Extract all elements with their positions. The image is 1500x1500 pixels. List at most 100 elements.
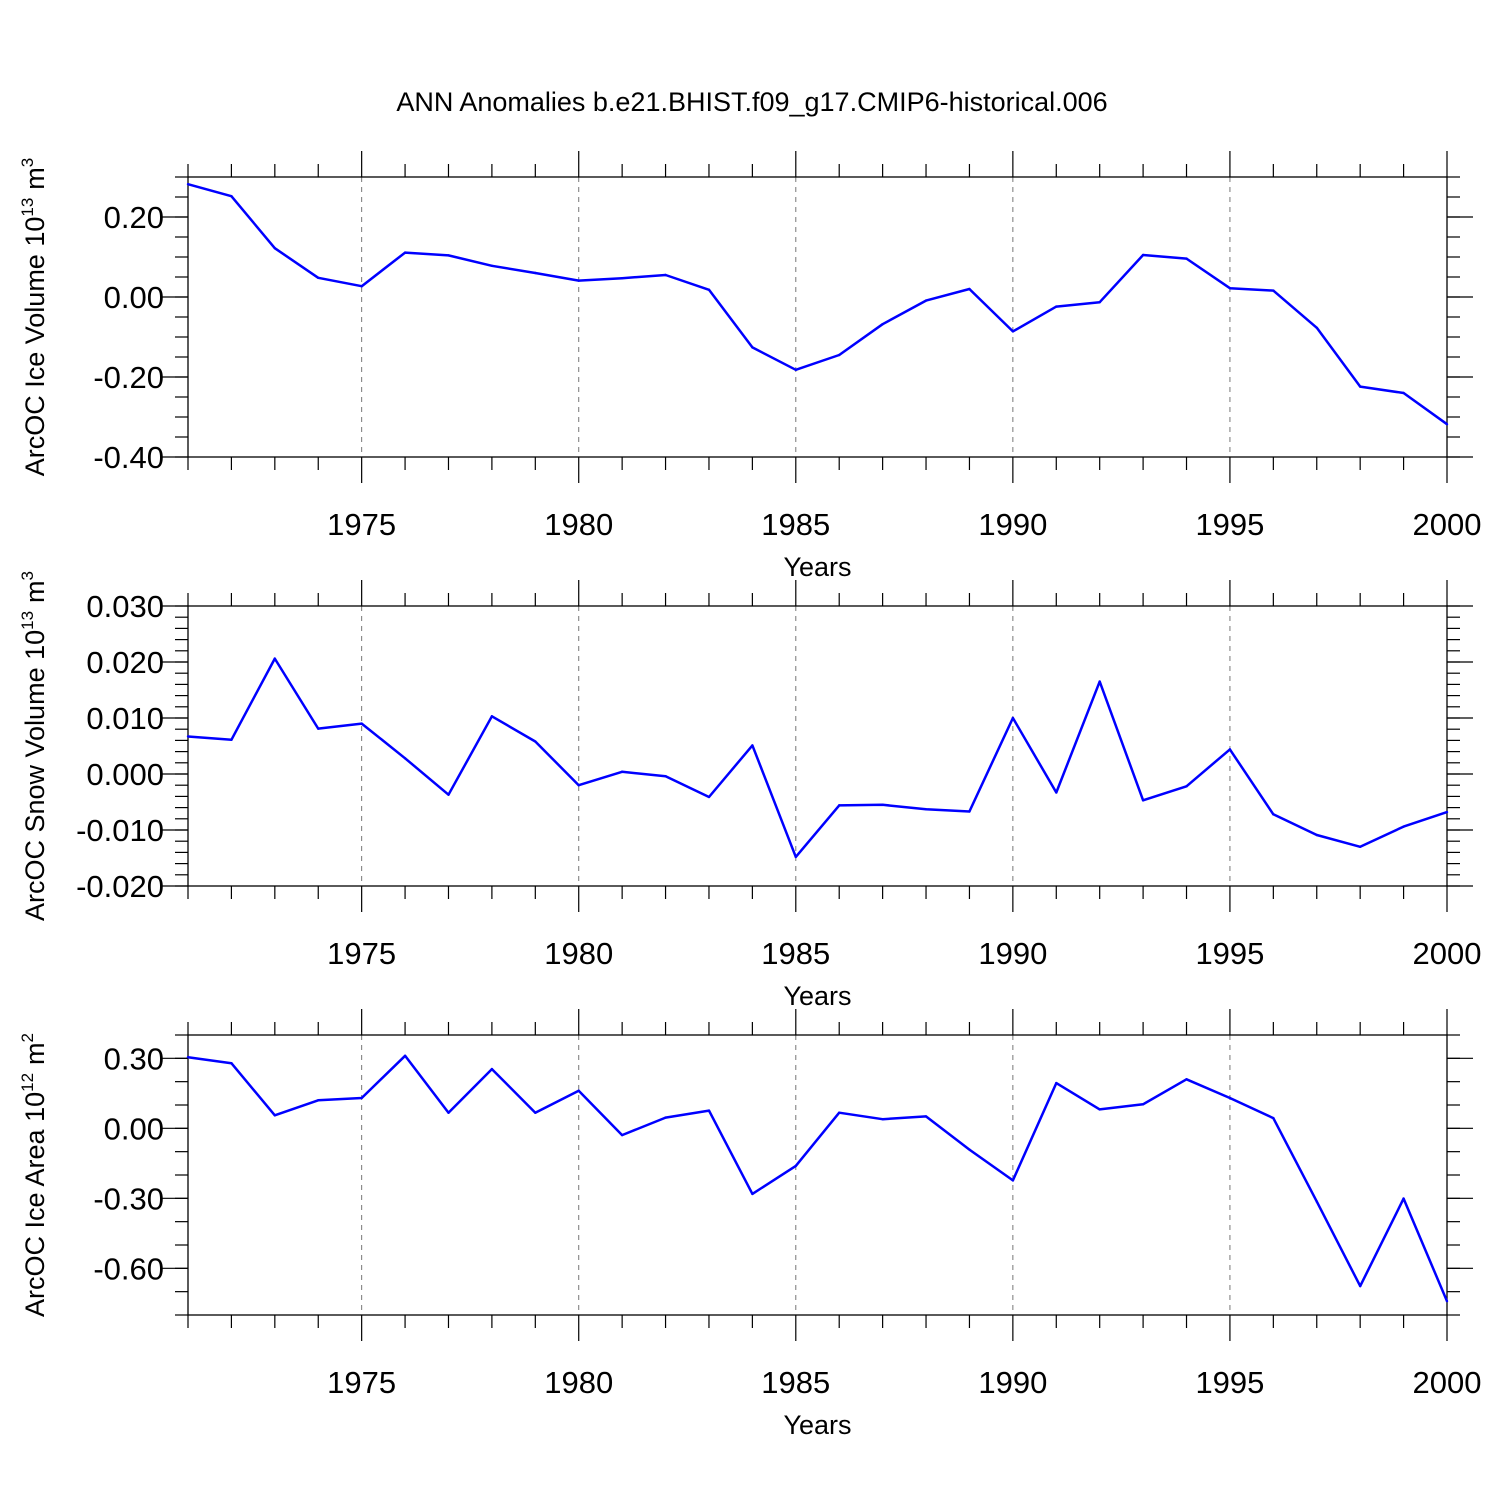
data-point: [1402, 391, 1405, 395]
y-tick-label: 0.000: [86, 757, 164, 792]
data-point: [273, 657, 277, 660]
data-point: [1272, 813, 1275, 816]
data-point: [664, 775, 667, 778]
data-point: [273, 247, 277, 250]
data-point: [1445, 423, 1449, 426]
y-axis-title-unit-exponent: 3: [18, 571, 37, 580]
data-point: [1098, 680, 1101, 683]
data-point: [534, 740, 537, 743]
data-point: [534, 271, 537, 275]
x-tick-label: 1980: [544, 507, 613, 542]
data-point: [230, 1062, 233, 1065]
data-point: [707, 288, 711, 291]
data-point: [1402, 1197, 1405, 1200]
figure-title: ANN Anomalies b.e21.BHIST.f09_g17.CMIP6-…: [396, 87, 1107, 117]
x-tick-label: 2000: [1413, 1365, 1482, 1400]
y-tick-label: 0.00: [104, 280, 164, 315]
x-tick-label: 1985: [761, 1365, 830, 1400]
data-point: [881, 1118, 884, 1121]
data-point: [1228, 287, 1232, 290]
y-axis-title-unit: m: [20, 1042, 50, 1065]
x-tick-label: 2000: [1413, 507, 1482, 542]
y-axis-title-base: ArcOC Ice Volume 10: [20, 217, 50, 477]
data-point: [230, 195, 233, 198]
data-point: [1228, 1096, 1232, 1100]
data-point: [230, 738, 233, 742]
panel-1: -0.40 -0.20 0.00 0.20 1975 1980 1985 1990 1995 20…: [18, 151, 1481, 582]
x-tick-label: 1985: [761, 936, 830, 971]
data-point: [881, 323, 884, 326]
x-tick-label: 1995: [1195, 1365, 1264, 1400]
y-axis-title-unit-exponent: 2: [18, 1033, 37, 1042]
panel-2: -0.020 -0.010 0.000 0.010 0.020 0.030 1975 1980…: [18, 571, 1481, 1011]
y-tick-label: 0.00: [104, 1111, 164, 1146]
data-point: [577, 279, 580, 282]
data-point: [1402, 825, 1405, 828]
data-point: [273, 1114, 277, 1117]
y-axis-title: ArcOC Ice Area 1012 m2: [18, 1033, 50, 1317]
data-point: [1011, 716, 1015, 720]
data-point: [360, 285, 363, 288]
y-axis-title-exponent: 13: [18, 611, 37, 630]
data-point: [1098, 301, 1101, 304]
data-point: [924, 1115, 928, 1118]
data-point: [1445, 810, 1449, 814]
y-tick-label: 0.020: [86, 645, 164, 680]
x-tick-label: 1980: [544, 1365, 613, 1400]
data-point: [1358, 1284, 1362, 1288]
data-point: [707, 795, 711, 799]
data-point: [403, 251, 407, 254]
plot-frame: [187, 605, 1448, 887]
x-tick-label: 1975: [327, 1365, 396, 1400]
data-point: [490, 264, 494, 267]
data-point: [620, 770, 624, 773]
data-point: [1141, 1103, 1145, 1106]
data-point: [707, 1109, 711, 1112]
x-axis-title: Years: [783, 552, 851, 582]
x-axis-title: Years: [783, 1410, 851, 1440]
data-point: [1445, 1300, 1449, 1303]
data-point: [620, 1133, 624, 1137]
data-point: [838, 353, 841, 357]
plot-frame: [187, 1034, 1448, 1316]
data-point: [1228, 748, 1232, 751]
y-axis-title-unit-exponent: 3: [18, 158, 37, 167]
data-point: [447, 793, 450, 796]
x-tick-label: 1985: [761, 507, 830, 542]
data-point: [664, 273, 667, 277]
data-point: [1055, 791, 1058, 794]
data-point: [1272, 289, 1275, 292]
data-point: [360, 1096, 363, 1100]
panel-3: -0.60 -0.30 0.00 0.30 1975 1980 1985 1990 1995 20…: [18, 1009, 1481, 1440]
data-point: [577, 1089, 580, 1092]
data-point: [447, 254, 450, 257]
data-point: [924, 808, 928, 811]
data-point: [751, 1192, 754, 1196]
y-tick-label: -0.010: [76, 813, 164, 848]
y-axis-title-base: ArcOC Ice Area 10: [20, 1092, 50, 1317]
data-point: [1185, 785, 1188, 788]
x-tick-label: 1990: [978, 936, 1047, 971]
data-point: [447, 1111, 450, 1114]
data-point: [403, 1054, 407, 1057]
data-point: [794, 368, 797, 371]
y-axis-title-exponent: 13: [18, 198, 37, 217]
data-point: [838, 1111, 841, 1114]
data-point: [490, 715, 494, 718]
y-tick-label: 0.010: [86, 701, 164, 736]
data-point: [577, 784, 580, 787]
data-point: [317, 1099, 320, 1102]
data-point: [317, 276, 320, 279]
y-tick-label: -0.020: [76, 869, 164, 904]
data-point: [1315, 833, 1318, 837]
plot-frame: [187, 176, 1448, 458]
series-line: [187, 657, 1448, 859]
x-tick-label: 1990: [978, 507, 1047, 542]
x-tick-label: 2000: [1413, 936, 1482, 971]
series-line: [187, 182, 1448, 426]
x-tick-label: 1980: [544, 936, 613, 971]
data-point: [838, 804, 841, 807]
y-tick-label: -0.40: [93, 440, 164, 475]
data-point: [534, 1111, 537, 1114]
x-tick-label: 1990: [978, 1365, 1047, 1400]
